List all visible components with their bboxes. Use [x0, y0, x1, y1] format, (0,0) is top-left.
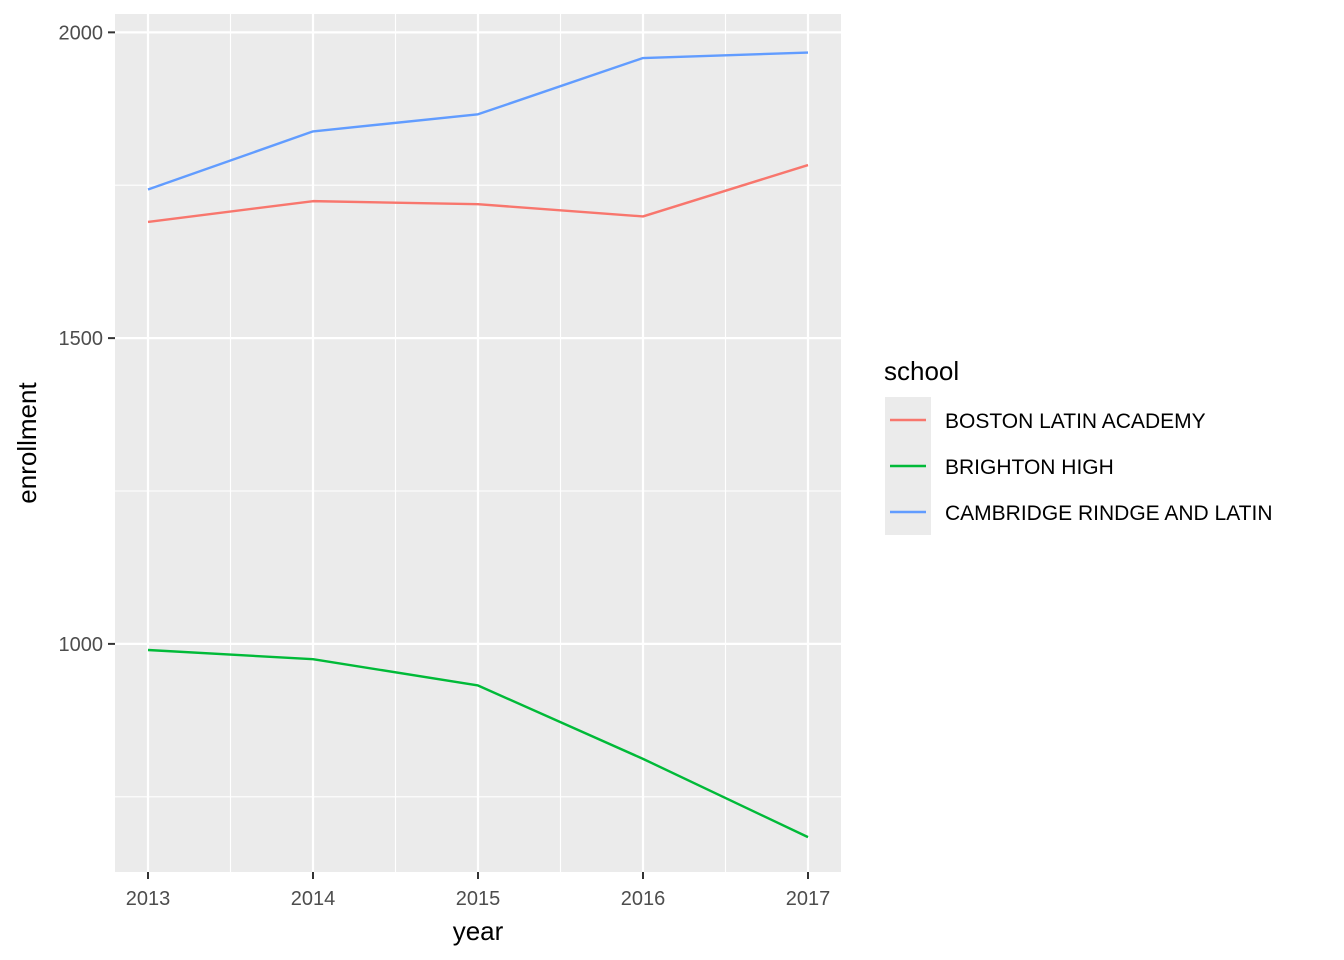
x-tick-label: 2014 [291, 888, 336, 910]
y-axis-title: enrollment [12, 382, 42, 504]
series-line-1 [147, 648, 809, 839]
major-gridlines [115, 14, 841, 872]
x-axis-title: year [453, 916, 504, 946]
legend-title: school [884, 356, 959, 386]
x-tick-label: 2017 [786, 888, 831, 910]
x-axis: 2013 2014 2015 2016 2017 [126, 872, 831, 910]
legend-label: CAMBRIDGE RINDGE AND LATIN [945, 502, 1273, 525]
series-lines [147, 51, 809, 839]
y-tick-label: 1000 [59, 634, 104, 656]
legend: school BOSTON LATIN ACADEMY BRIGHTON HIGH… [884, 356, 1273, 535]
y-axis: 1000 1500 2000 [59, 22, 115, 656]
legend-label: BOSTON LATIN ACADEMY [945, 410, 1206, 433]
x-tick-label: 2013 [126, 888, 171, 910]
x-tick-label: 2016 [621, 888, 666, 910]
y-tick-label: 2000 [59, 22, 104, 44]
legend-label: BRIGHTON HIGH [945, 456, 1114, 479]
y-tick-label: 1500 [59, 328, 104, 350]
series-line-0 [147, 163, 809, 224]
series-line-2 [147, 51, 809, 191]
x-tick-label: 2015 [456, 888, 501, 910]
